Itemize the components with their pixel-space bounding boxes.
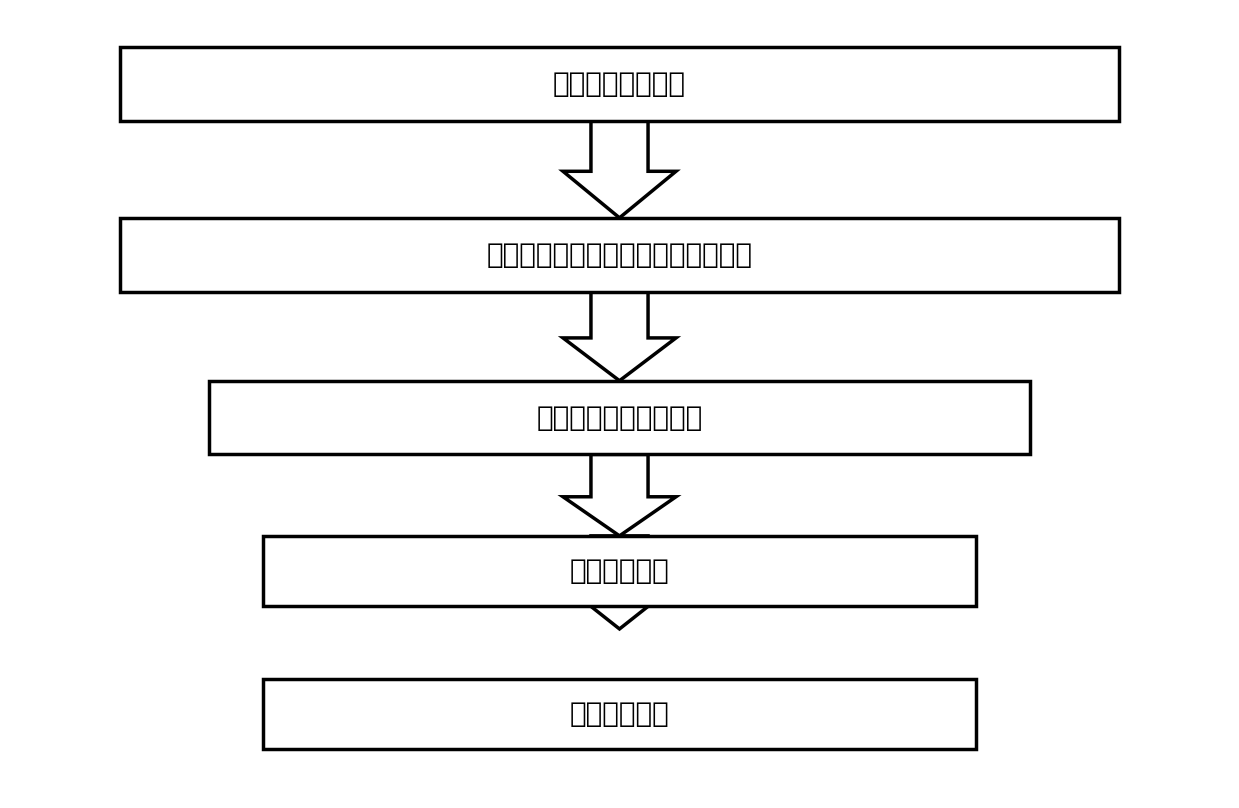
Text: 还原输入数据: 还原输入数据	[570, 701, 669, 728]
Bar	[209, 381, 1030, 454]
Bar	[263, 680, 976, 749]
Text: 导出编码矩阵: 导出编码矩阵	[570, 557, 669, 585]
Polygon shape	[563, 536, 676, 629]
Bar	[120, 218, 1119, 292]
Bar	[263, 536, 976, 606]
Polygon shape	[563, 292, 676, 381]
Text: 生成编码输出数组: 生成编码输出数组	[553, 70, 686, 98]
Text: 获取编码后数据和密钥: 获取编码后数据和密钥	[536, 403, 703, 431]
Text: 获取封装数据组所含格式化数据个数: 获取封装数据组所含格式化数据个数	[487, 241, 752, 269]
Polygon shape	[563, 121, 676, 218]
Polygon shape	[563, 454, 676, 536]
Bar	[120, 47, 1119, 121]
